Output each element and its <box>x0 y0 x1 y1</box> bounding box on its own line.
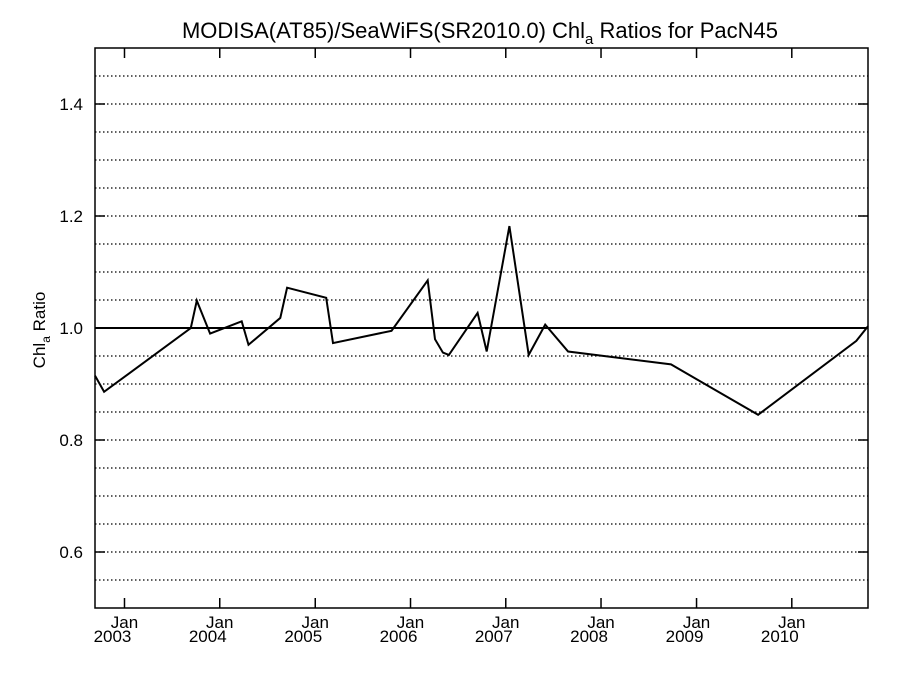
y-tick-label: 1.0 <box>59 319 83 338</box>
y-axis-label: Chla Ratio <box>30 292 53 369</box>
x-tick-year-label: 2008 <box>570 627 608 646</box>
y-tick-label: 1.4 <box>59 95 83 114</box>
x-tick-month-label: Jan <box>302 613 329 632</box>
x-tick-month-label: Jan <box>492 613 519 632</box>
chart-title: MODISA(AT85)/SeaWiFS(SR2010.0) Chla Rati… <box>182 18 778 48</box>
y-axis-ticks: 0.6 0.8 1.0 1.2 1.4 <box>59 95 868 562</box>
x-tick-year-label: 2005 <box>284 627 322 646</box>
y-tick-label: 1.2 <box>59 207 83 226</box>
x-tick-month-label: Jan <box>778 613 805 632</box>
grid-lines <box>95 75 868 581</box>
x-tick-year-label: 2004 <box>189 627 227 646</box>
y-tick-label: 0.8 <box>59 431 83 450</box>
x-tick-year-label: 2007 <box>475 627 513 646</box>
x-tick-year-label: 2003 <box>94 627 132 646</box>
x-tick-year-label: 2009 <box>666 627 704 646</box>
y-tick-label: 0.6 <box>59 543 83 562</box>
x-tick-month-label: Jan <box>587 613 614 632</box>
x-tick-month-label: Jan <box>397 613 424 632</box>
x-tick-month-label: Jan <box>111 613 138 632</box>
x-tick-year-label: 2006 <box>380 627 418 646</box>
series-line <box>94 225 869 416</box>
x-tick-year-label: 2010 <box>761 627 799 646</box>
x-tick-month-label: Jan <box>683 613 710 632</box>
x-axis-ticks: Jan2003Jan2004Jan2005Jan2006Jan2007Jan20… <box>94 48 806 646</box>
x-tick-month-label: Jan <box>206 613 233 632</box>
